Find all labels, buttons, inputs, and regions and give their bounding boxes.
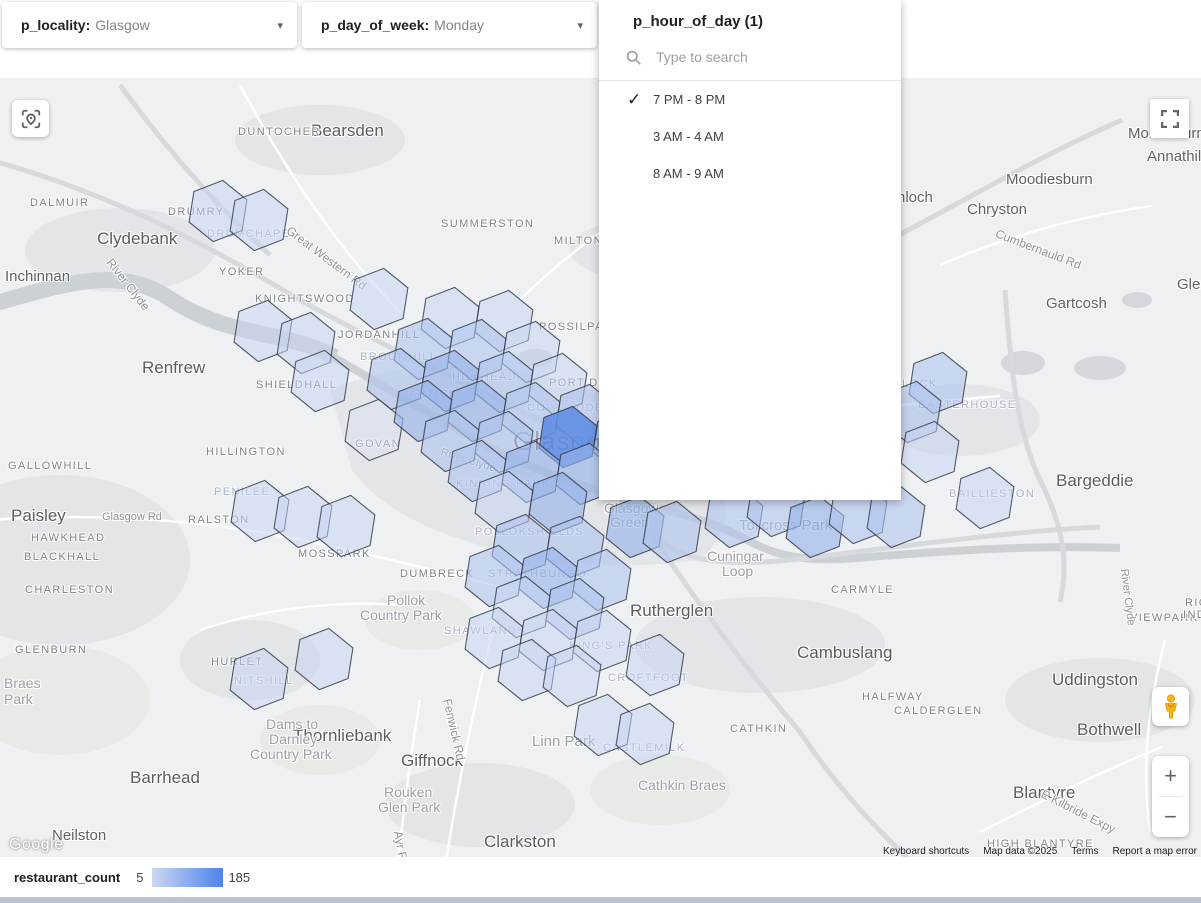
hex-bin[interactable] (290, 349, 350, 413)
dropdown-option-label: 8 AM - 9 AM (653, 166, 724, 181)
zoom-out-button[interactable]: − (1152, 797, 1189, 837)
hex-bin[interactable] (229, 647, 289, 711)
legend-gradient-swatch (152, 867, 224, 887)
dropdown-option-8-am-9-am[interactable]: 8 AM - 9 AM (599, 155, 901, 192)
chevron-down-icon: ▾ (577, 19, 583, 32)
attribution-link[interactable]: Keyboard shortcuts (883, 846, 970, 857)
dropdown-option-label: 7 PM - 8 PM (653, 92, 726, 107)
pegman-icon (1164, 694, 1177, 718)
filter-day-label: p_day_of_week: (321, 17, 430, 33)
filter-locality-label: p_locality: (21, 17, 91, 33)
hex-bin[interactable] (900, 420, 960, 484)
hex-bin[interactable] (542, 644, 602, 708)
fullscreen-icon (1160, 109, 1179, 128)
hex-bin[interactable] (642, 500, 702, 564)
pegman-button[interactable] (1152, 687, 1189, 726)
dropdown-search-row (625, 43, 901, 71)
attribution-link[interactable]: Map data ©2025 (983, 846, 1058, 857)
hour-of-day-dropdown-panel: p_hour_of_day (1) ✓ 7 PM - 8 PM 3 AM - 4 A… (599, 0, 901, 500)
legend-max-value: 185 (228, 869, 251, 885)
hex-bin[interactable] (955, 466, 1015, 530)
locate-button[interactable] (12, 100, 49, 137)
legend-min-value: 5 (136, 869, 144, 885)
hex-bin[interactable] (349, 267, 409, 331)
dropdown-option-3-am-4-am[interactable]: 3 AM - 4 AM (599, 118, 901, 155)
divider (599, 80, 901, 81)
locate-icon (21, 109, 40, 128)
hex-bin[interactable] (625, 633, 685, 697)
attribution-link[interactable]: Terms (1071, 846, 1099, 857)
hex-bin[interactable] (229, 188, 289, 252)
legend-bar: restaurant_count 5 185 (0, 857, 1201, 897)
hex-bin[interactable] (294, 627, 354, 691)
filter-locality[interactable]: p_locality: Glasgow ▾ (2, 2, 297, 48)
filter-day-value: Monday (434, 17, 484, 33)
hex-bin[interactable] (615, 702, 675, 766)
map-attribution: Keyboard shortcuts Map data ©2025 Terms Rep… (883, 846, 1197, 857)
search-input[interactable] (654, 48, 878, 66)
filter-day-of-week[interactable]: p_day_of_week: Monday ▾ (302, 2, 597, 48)
attribution-link[interactable]: Report a map error (1112, 846, 1197, 857)
dropdown-options: ✓ 7 PM - 8 PM 3 AM - 4 AM 8 AM - 9 AM (599, 81, 901, 192)
zoom-divider (1159, 796, 1182, 797)
filter-locality-value: Glasgow (95, 17, 150, 33)
check-icon: ✓ (627, 89, 642, 109)
dropdown-option-label: 3 AM - 4 AM (653, 129, 724, 144)
zoom-in-button[interactable]: + (1152, 756, 1189, 796)
zoom-control: + − (1152, 756, 1189, 837)
dropdown-title: p_hour_of_day (1) (633, 13, 764, 30)
search-icon (626, 50, 641, 65)
chevron-down-icon: ▾ (277, 19, 283, 32)
dropdown-option-7-pm-8-pm[interactable]: ✓ 7 PM - 8 PM (599, 81, 901, 118)
hex-bin[interactable] (316, 494, 376, 558)
bottom-bar (0, 897, 1201, 903)
fullscreen-button[interactable] (1150, 99, 1189, 138)
legend-metric-label: restaurant_count (14, 869, 121, 885)
google-logo[interactable]: Google (9, 836, 64, 853)
